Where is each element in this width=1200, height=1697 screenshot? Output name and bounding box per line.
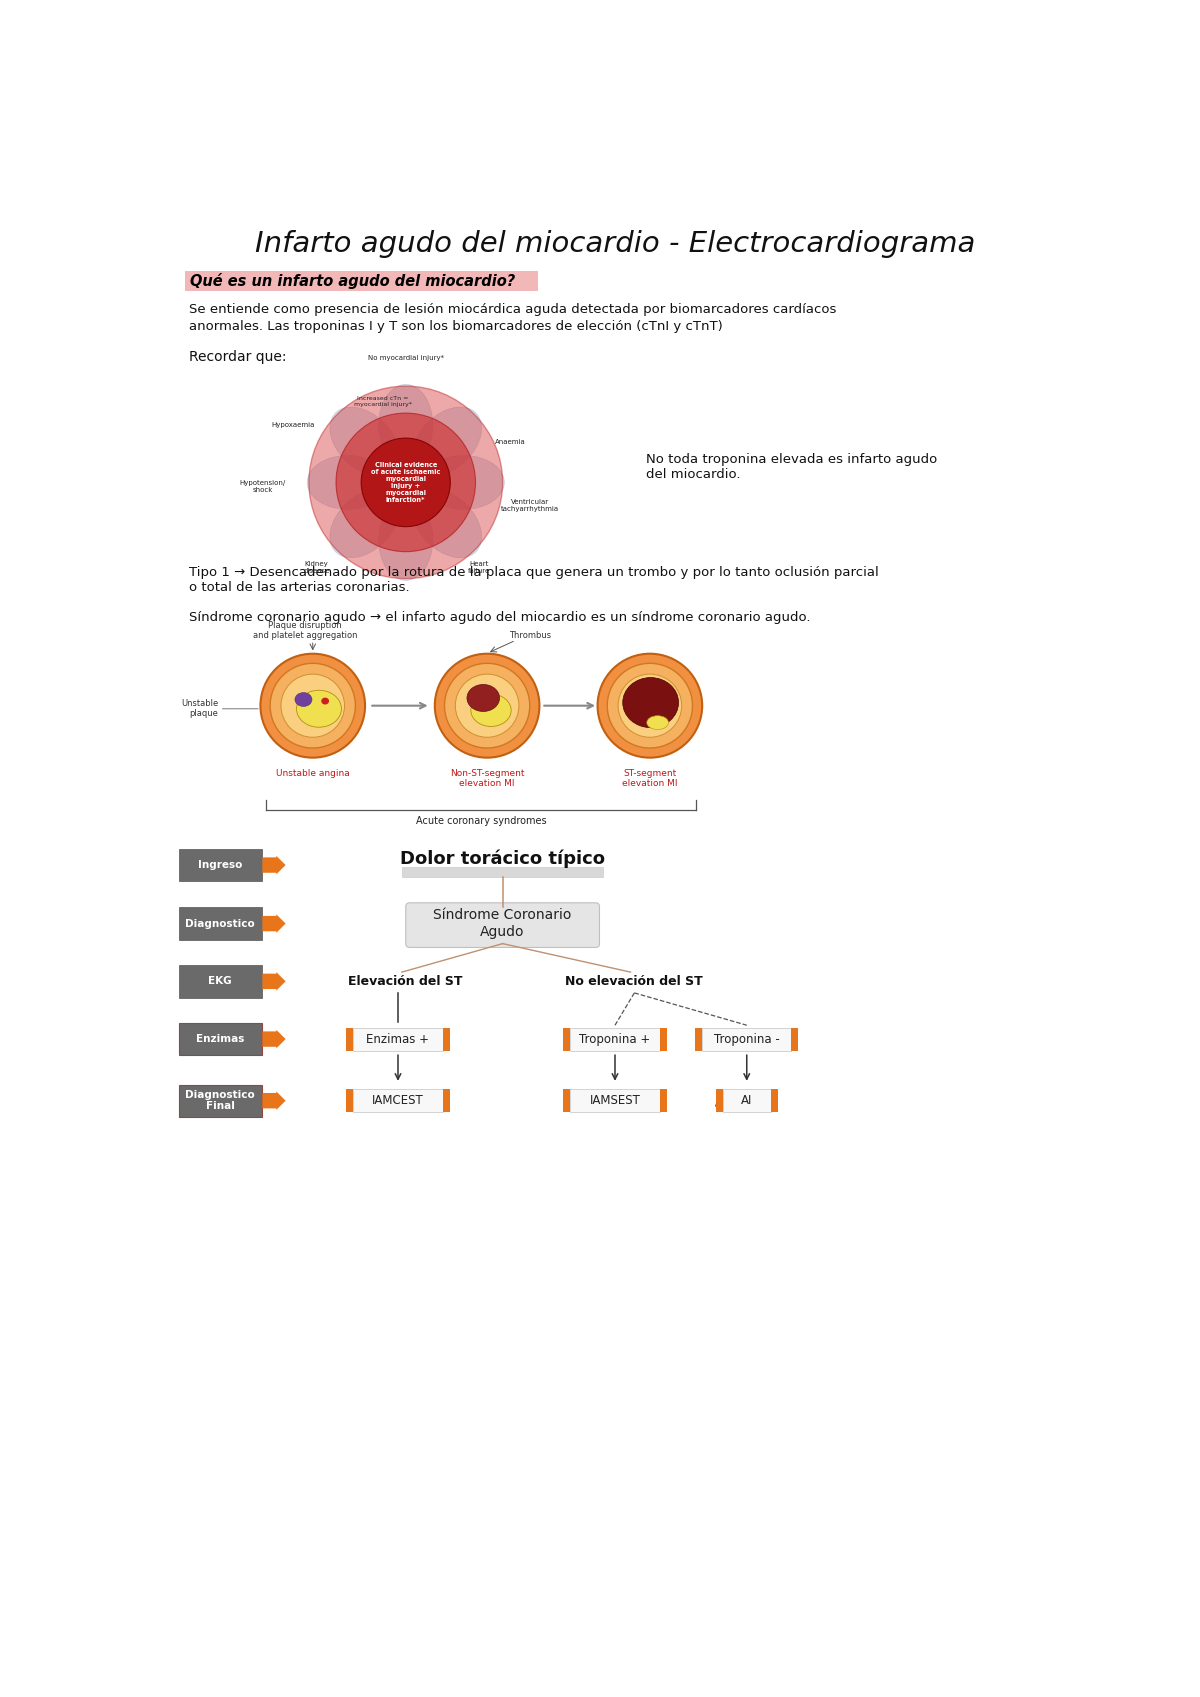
Text: Hypoxaemia: Hypoxaemia [271, 421, 316, 428]
Text: ST-segment
elevation MI: ST-segment elevation MI [622, 769, 678, 787]
Ellipse shape [647, 716, 668, 730]
FancyBboxPatch shape [179, 966, 262, 998]
Bar [770, 1089, 778, 1112]
Ellipse shape [607, 664, 692, 748]
Text: Ventricular
tachyarrhythmia: Ventricular tachyarrhythmia [500, 499, 559, 512]
Text: Tipo 1 → Desencadenado por la rotura de la placa que genera un trombo y por lo t: Tipo 1 → Desencadenado por la rotura de … [188, 567, 878, 594]
Bar [715, 1089, 722, 1112]
Text: Elevación del ST: Elevación del ST [348, 974, 462, 988]
Text: IAMSEST: IAMSEST [589, 1095, 641, 1106]
FancyBboxPatch shape [722, 1089, 770, 1112]
Text: Non-ST-segment
elevation MI: Non-ST-segment elevation MI [450, 769, 524, 787]
Ellipse shape [281, 674, 344, 736]
Bar [564, 1028, 570, 1050]
Text: Troponina -: Troponina - [714, 1032, 780, 1045]
Text: AI: AI [742, 1095, 752, 1106]
Ellipse shape [623, 677, 678, 728]
FancyBboxPatch shape [402, 867, 604, 877]
Ellipse shape [379, 499, 433, 580]
Text: Síndrome Coronario
Agudo: Síndrome Coronario Agudo [433, 908, 572, 938]
Ellipse shape [295, 692, 312, 706]
Text: Ingreso: Ingreso [198, 860, 242, 871]
Text: Se entiende como presencia de lesión miocárdica aguda detectada por biomarcadore: Se entiende como presencia de lesión mio… [188, 302, 836, 316]
Bar [695, 1028, 702, 1050]
Bar [660, 1028, 666, 1050]
Text: Plaque disruption
and platelet aggregation: Plaque disruption and platelet aggregati… [253, 621, 358, 640]
Text: Clinical evidence
of acute ischaemic
myocardial
injury +
myocardial
infarction*: Clinical evidence of acute ischaemic myo… [371, 462, 440, 502]
FancyArrow shape [263, 855, 286, 874]
Bar [791, 1028, 798, 1050]
FancyArrow shape [263, 915, 286, 933]
Bar [443, 1089, 450, 1112]
Text: Dolor torácico típico: Dolor torácico típico [400, 850, 605, 869]
FancyBboxPatch shape [570, 1089, 660, 1112]
Text: Thrombus: Thrombus [509, 631, 551, 640]
Ellipse shape [330, 407, 400, 475]
Ellipse shape [618, 674, 682, 736]
Text: Síndrome coronario agudo → el infarto agudo del miocardio es un síndrome coronar: Síndrome coronario agudo → el infarto ag… [188, 611, 810, 623]
Text: Increased cTn =
myocardial injury*: Increased cTn = myocardial injury* [354, 395, 412, 407]
Bar [443, 1028, 450, 1050]
FancyBboxPatch shape [702, 1028, 791, 1050]
Text: Infarto agudo del miocardio - Electrocardiograma: Infarto agudo del miocardio - Electrocar… [254, 229, 976, 258]
Text: Recordar que:: Recordar que: [188, 350, 287, 363]
Ellipse shape [330, 489, 400, 558]
Bar [347, 1028, 354, 1050]
Text: anormales. Las troponinas I y T son los biomarcadores de elección (cTnI y cTnT): anormales. Las troponinas I y T son los … [188, 321, 722, 333]
Ellipse shape [455, 674, 518, 736]
Ellipse shape [470, 694, 511, 726]
Ellipse shape [308, 387, 503, 579]
Text: Heart
failure: Heart failure [468, 560, 491, 574]
Text: No elevación del ST: No elevación del ST [565, 974, 702, 988]
Text: Enzimas: Enzimas [196, 1033, 245, 1044]
FancyBboxPatch shape [179, 1084, 262, 1117]
Text: EKG: EKG [209, 976, 232, 986]
Text: No toda troponina elevada es infarto agudo
del miocardio.: No toda troponina elevada es infarto agu… [646, 453, 937, 480]
FancyArrow shape [263, 1091, 286, 1110]
Text: /: / [715, 1093, 720, 1108]
Ellipse shape [336, 412, 475, 552]
Ellipse shape [413, 407, 481, 475]
Text: No myocardial injury*: No myocardial injury* [367, 355, 444, 361]
Ellipse shape [270, 664, 355, 748]
Ellipse shape [444, 664, 529, 748]
Ellipse shape [434, 653, 540, 757]
FancyBboxPatch shape [406, 903, 600, 947]
Bar [347, 1089, 354, 1112]
Ellipse shape [361, 438, 450, 526]
FancyBboxPatch shape [354, 1089, 443, 1112]
Ellipse shape [260, 653, 365, 757]
Text: Kidney
disease: Kidney disease [304, 560, 330, 574]
FancyBboxPatch shape [179, 908, 262, 940]
Text: Hypotension/
shock: Hypotension/ shock [239, 480, 286, 492]
Text: IAMCEST: IAMCEST [372, 1095, 424, 1106]
Ellipse shape [422, 455, 504, 509]
Ellipse shape [598, 653, 702, 757]
Text: Unstable angina: Unstable angina [276, 769, 349, 777]
Text: Diagnostico
Final: Diagnostico Final [185, 1089, 256, 1112]
FancyBboxPatch shape [185, 270, 538, 292]
Bar [660, 1089, 666, 1112]
Text: Acute coronary syndromes: Acute coronary syndromes [416, 816, 547, 826]
Ellipse shape [379, 385, 433, 465]
Bar [564, 1089, 570, 1112]
FancyArrow shape [263, 972, 286, 991]
Ellipse shape [307, 455, 389, 509]
Text: Unstable
plaque: Unstable plaque [181, 699, 218, 718]
Ellipse shape [322, 697, 329, 704]
FancyBboxPatch shape [179, 848, 262, 881]
Text: Qué es un infarto agudo del miocardio?: Qué es un infarto agudo del miocardio? [191, 273, 516, 288]
FancyBboxPatch shape [570, 1028, 660, 1050]
FancyArrow shape [263, 1030, 286, 1049]
Text: Anaemia: Anaemia [496, 440, 526, 445]
Ellipse shape [467, 684, 499, 711]
Ellipse shape [296, 691, 342, 728]
Text: Diagnostico: Diagnostico [185, 918, 256, 928]
Ellipse shape [413, 489, 481, 558]
FancyBboxPatch shape [354, 1028, 443, 1050]
Text: Troponina +: Troponina + [580, 1032, 650, 1045]
FancyBboxPatch shape [179, 1023, 262, 1056]
Text: Enzimas +: Enzimas + [366, 1032, 430, 1045]
